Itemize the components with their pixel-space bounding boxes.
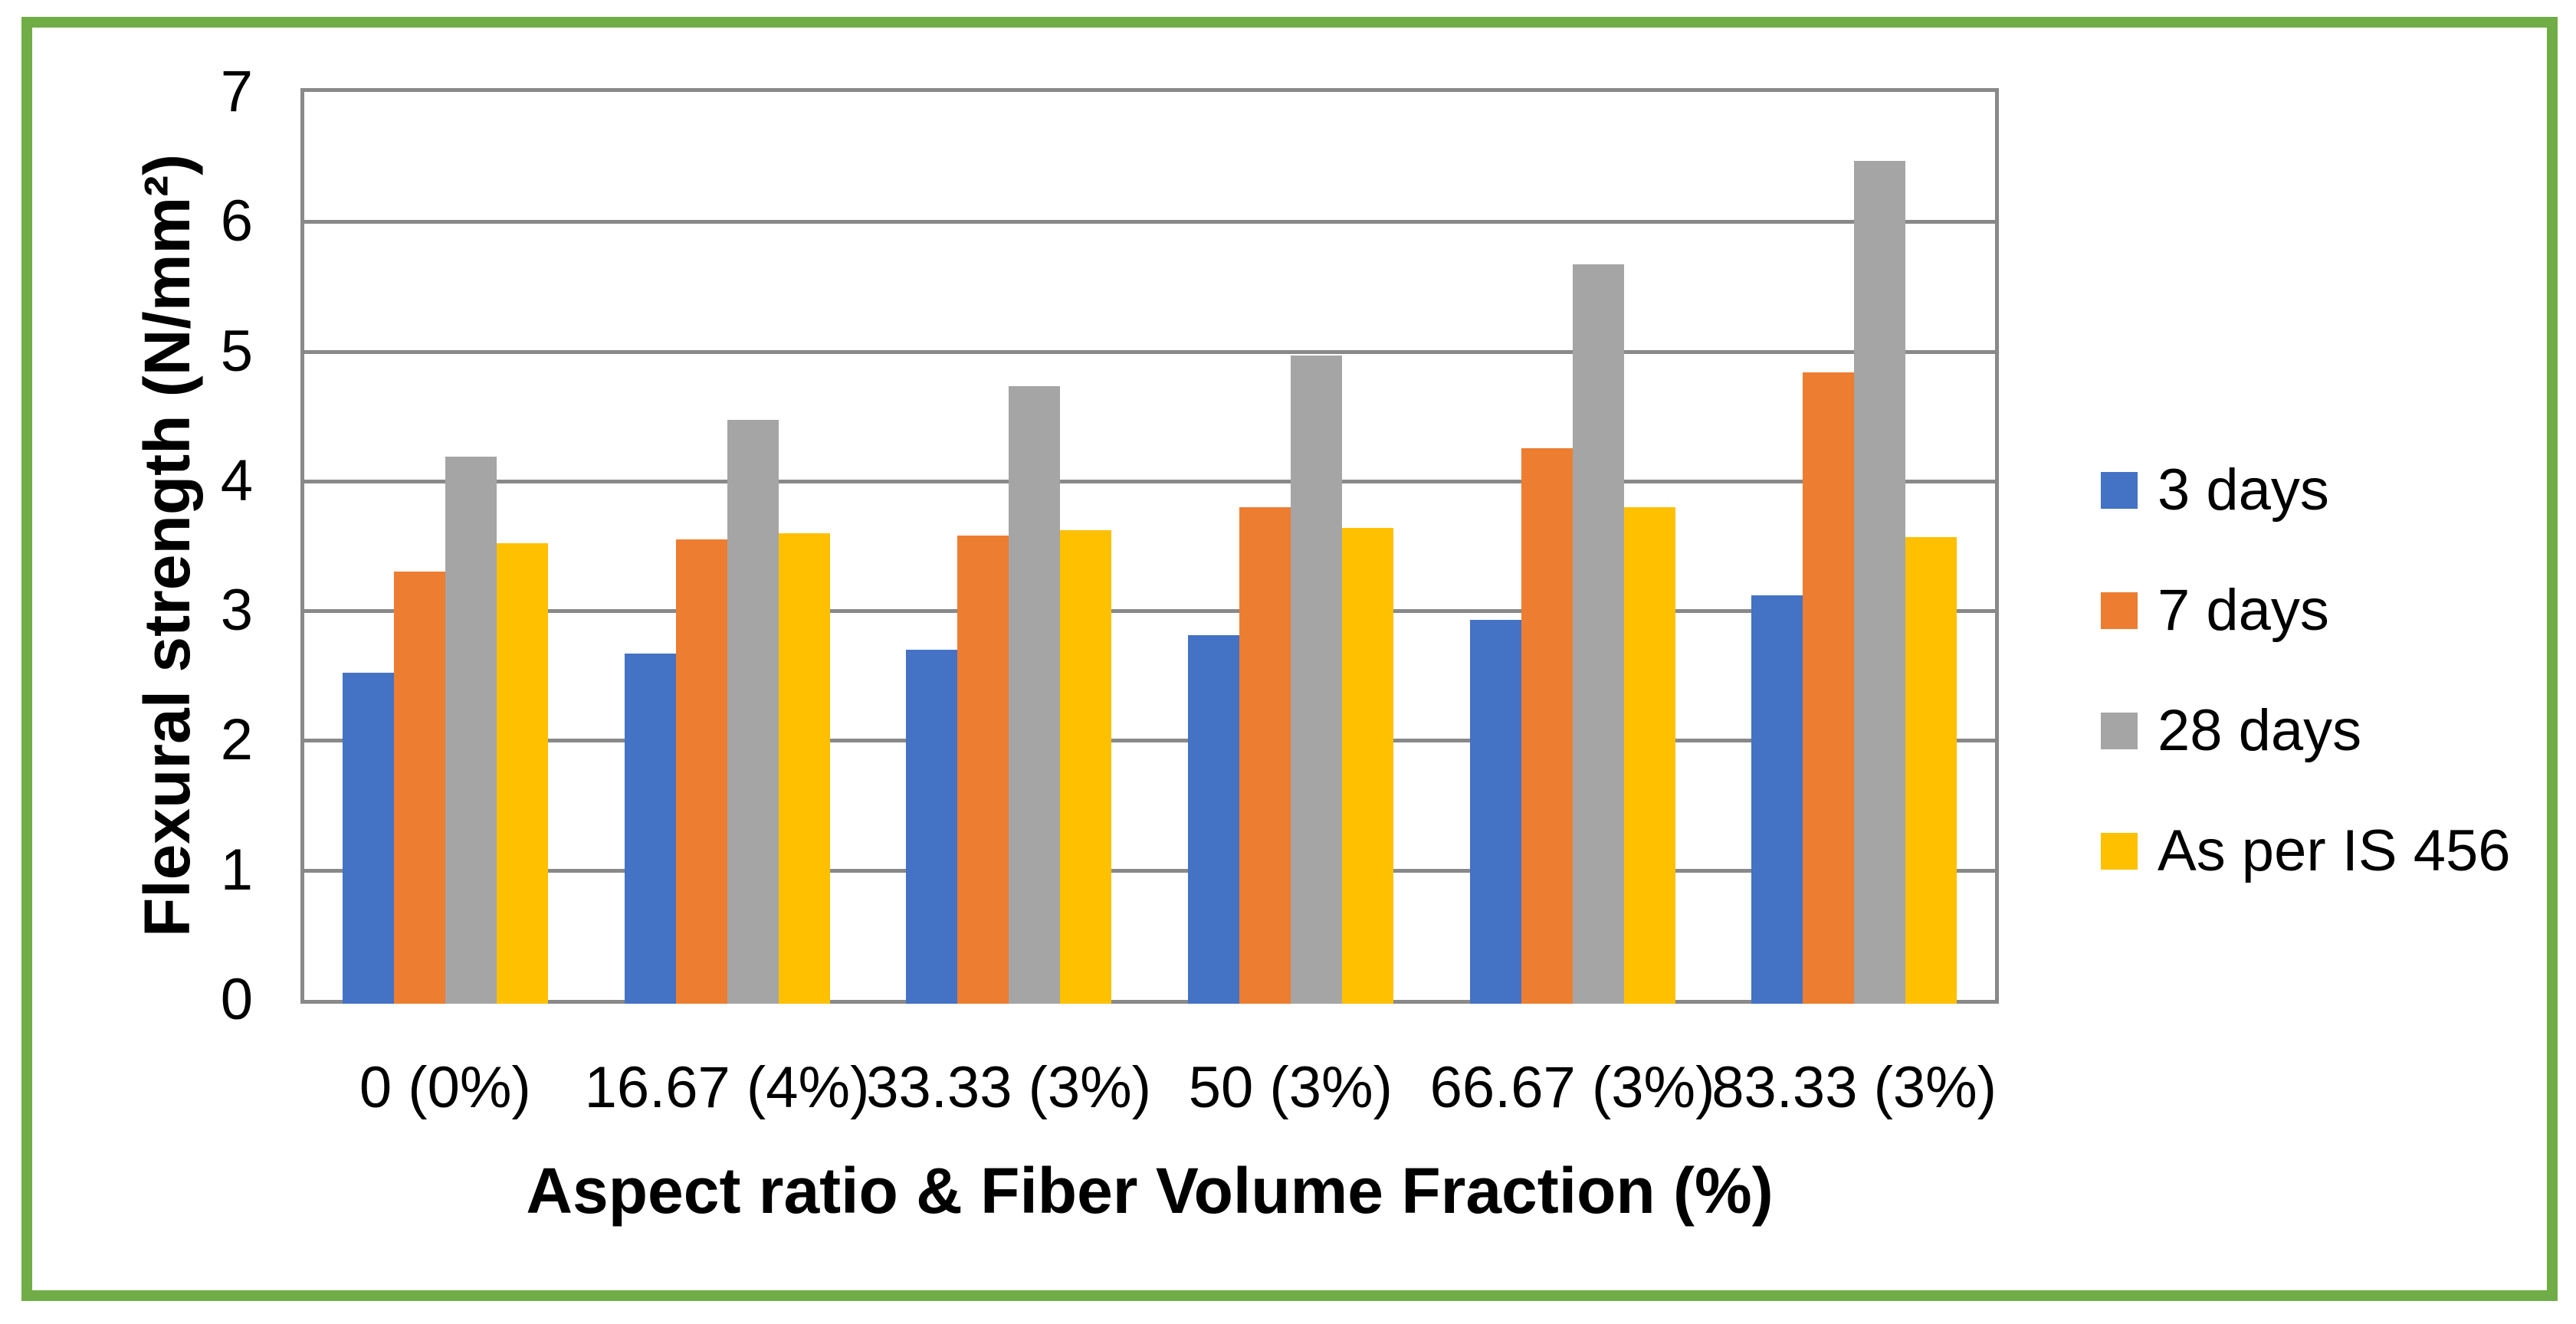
bar-3 days-50 (3%) <box>1187 635 1239 1004</box>
legend-label-28 days: 28 days <box>2158 698 2362 763</box>
legend-swatch-icon-7 days <box>2101 592 2138 629</box>
x-tick-label-83.33 (3%): 83.33 (3%) <box>1711 1055 1997 1120</box>
bar-As per IS 456-0 (0%) <box>496 543 548 1004</box>
bar-28 days-50 (3%) <box>1290 355 1342 1004</box>
bar-3 days-16.67 (4%) <box>624 653 676 1004</box>
legend-item-28 days: 28 days <box>2101 694 2361 768</box>
legend-item-As per IS 456: As per IS 456 <box>2101 814 2511 888</box>
x-tick-label-50 (3%): 50 (3%) <box>1188 1055 1393 1120</box>
bar-28 days-83.33 (3%) <box>1854 160 1906 1004</box>
bar-28 days-16.67 (4%) <box>727 420 779 1004</box>
bar-3 days-66.67 (3%) <box>1469 619 1521 1004</box>
gridline-1 <box>304 868 1995 873</box>
legend-label-As per IS 456: As per IS 456 <box>2158 818 2511 883</box>
legend-swatch-icon-28 days <box>2101 713 2138 749</box>
gridline-3 <box>304 609 1995 614</box>
x-tick-label-0 (0%): 0 (0%) <box>359 1055 531 1120</box>
bar-group-83.33 (3%) <box>1751 160 1957 1004</box>
x-tick-label-16.67 (4%): 16.67 (4%) <box>584 1055 870 1120</box>
x-axis-title: Aspect ratio & Fiber Volume Fraction (%) <box>526 1155 1774 1227</box>
bar-group-50 (3%) <box>1187 355 1393 1004</box>
x-tick-label-33.33 (3%): 33.33 (3%) <box>866 1055 1152 1120</box>
bar-3 days-0 (0%) <box>342 673 394 1004</box>
legend-label-7 days: 7 days <box>2158 578 2329 643</box>
bar-3 days-33.33 (3%) <box>906 649 958 1004</box>
bar-28 days-66.67 (3%) <box>1572 264 1624 1004</box>
bar-3 days-83.33 (3%) <box>1751 595 1803 1004</box>
legend-label-3 days: 3 days <box>2158 457 2329 523</box>
bar-As per IS 456-33.33 (3%) <box>1060 530 1112 1004</box>
bar-28 days-33.33 (3%) <box>1009 386 1061 1004</box>
bar-group-66.67 (3%) <box>1469 264 1675 1004</box>
legend-swatch-icon-As per IS 456 <box>2101 833 2138 870</box>
bar-7 days-16.67 (4%) <box>675 539 727 1004</box>
gridline-4 <box>304 479 1995 483</box>
y-tick-label-1: 1 <box>220 837 253 903</box>
y-tick-label-2: 2 <box>220 707 253 773</box>
bar-7 days-83.33 (3%) <box>1803 372 1855 1004</box>
legend-item-3 days: 3 days <box>2101 454 2329 527</box>
plot-area <box>300 88 1999 1004</box>
bar-7 days-0 (0%) <box>393 572 445 1004</box>
gridline-2 <box>304 739 1995 743</box>
bar-group-0 (0%) <box>342 456 548 1004</box>
bar-As per IS 456-66.67 (3%) <box>1623 506 1675 1004</box>
legend-swatch-icon-3 days <box>2101 472 2138 509</box>
bar-group-16.67 (4%) <box>624 420 830 1004</box>
bar-As per IS 456-16.67 (4%) <box>778 533 830 1004</box>
y-tick-label-4: 4 <box>220 447 253 513</box>
y-tick-label-6: 6 <box>220 188 253 254</box>
bar-7 days-66.67 (3%) <box>1521 448 1573 1004</box>
y-tick-label-0: 0 <box>220 967 253 1032</box>
gridline-5 <box>304 349 1995 354</box>
gridline-6 <box>304 220 1995 224</box>
bar-group-33.33 (3%) <box>906 386 1112 1004</box>
x-tick-label-66.67 (3%): 66.67 (3%) <box>1429 1055 1715 1120</box>
bar-As per IS 456-83.33 (3%) <box>1905 536 1957 1004</box>
bar-7 days-50 (3%) <box>1239 506 1291 1004</box>
y-axis-title: Flexural strength (N/mm²) <box>131 153 203 938</box>
y-tick-label-3: 3 <box>220 578 253 644</box>
bar-7 days-33.33 (3%) <box>957 535 1009 1004</box>
bar-As per IS 456-50 (3%) <box>1341 527 1393 1004</box>
y-tick-label-7: 7 <box>220 59 253 124</box>
y-tick-label-5: 5 <box>220 318 253 384</box>
legend-item-7 days: 7 days <box>2101 574 2329 647</box>
bar-28 days-0 (0%) <box>445 456 497 1004</box>
